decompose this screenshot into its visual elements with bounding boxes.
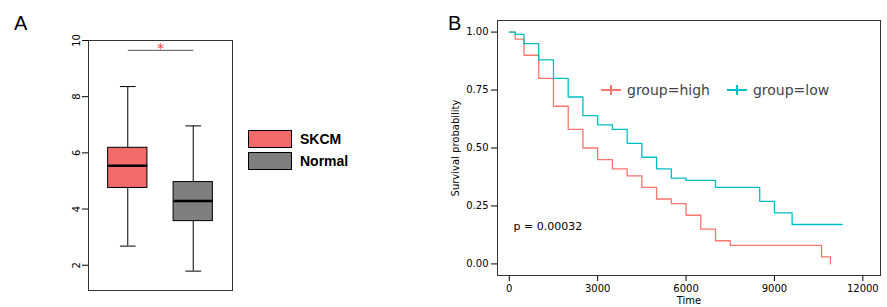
svg-text:0.25: 0.25 [466, 200, 488, 211]
svg-text:0: 0 [506, 283, 512, 294]
svg-text:p = 0.00032: p = 0.00032 [514, 220, 583, 233]
svg-text:10: 10 [71, 34, 82, 47]
html-text:Normal: Normal [300, 153, 349, 169]
svg-text:0.75: 0.75 [466, 84, 488, 95]
html-text:group=low: group=low [752, 82, 830, 98]
svg-text:1.00: 1.00 [466, 26, 488, 37]
svg-text:6: 6 [71, 150, 82, 156]
svg-text:4: 4 [71, 206, 82, 212]
svg-text:0.00: 0.00 [466, 258, 488, 269]
svg-text:*: * [157, 40, 164, 56]
svg-text:6000: 6000 [673, 283, 698, 294]
html-text:group=high: group=high [627, 82, 710, 98]
svg-text:12000: 12000 [847, 283, 879, 294]
html-text:A: A [14, 12, 28, 34]
html-text:SKCM: SKCM [300, 131, 342, 147]
svg-text:8: 8 [71, 93, 82, 99]
svg-text:0.50: 0.50 [466, 142, 488, 153]
svg-text:3000: 3000 [585, 283, 610, 294]
svg-text:2: 2 [71, 262, 82, 268]
svg-text:Survival probability: Survival probability [450, 99, 461, 196]
svg-text:Time: Time [676, 295, 701, 306]
html-text:B: B [448, 12, 462, 34]
svg-text:9000: 9000 [762, 283, 787, 294]
